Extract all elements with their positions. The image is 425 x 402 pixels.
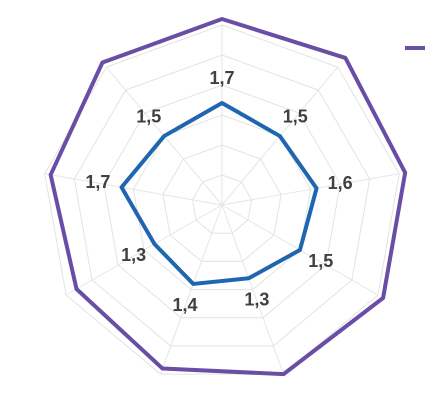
data-label: 1,5 bbox=[283, 106, 308, 126]
data-label: 1,6 bbox=[328, 173, 353, 193]
data-label: 1,7 bbox=[209, 68, 234, 88]
data-label: 1,7 bbox=[85, 172, 110, 192]
data-label: 1,5 bbox=[308, 251, 333, 271]
data-label: 1,3 bbox=[244, 290, 269, 310]
grid-ring bbox=[191, 174, 253, 234]
data-label: 1,4 bbox=[173, 295, 198, 315]
series-line bbox=[48, 17, 408, 377]
grid-ring bbox=[73, 54, 371, 347]
data-label: 1,5 bbox=[136, 106, 161, 126]
grid-ring bbox=[132, 114, 312, 291]
grid-ring bbox=[103, 84, 341, 319]
data-label: 1,3 bbox=[121, 245, 146, 265]
series-line bbox=[119, 101, 319, 286]
grid-ring bbox=[162, 144, 282, 262]
